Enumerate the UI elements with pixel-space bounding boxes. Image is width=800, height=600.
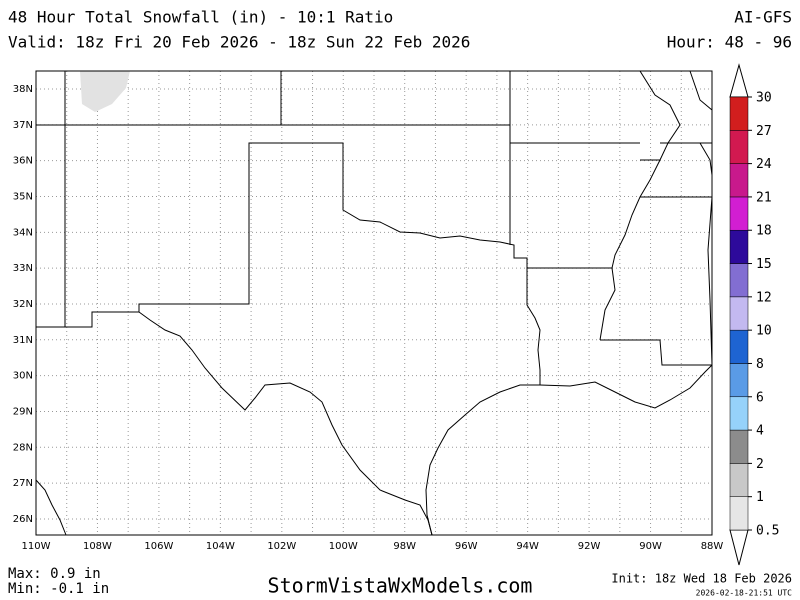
hour: Hour: 48 - 96 — [667, 33, 792, 52]
lat-label: 31N — [13, 335, 33, 346]
longitude-labels: 110W 108W 106W 104W 102W 100W 98W 96W 94W 92W 90W 8… — [22, 541, 724, 552]
model: AI-GFS — [734, 8, 792, 27]
colorbar-label: 21 — [756, 190, 772, 205]
title: 48 Hour Total Snowfall (in) - 10:1 Ratio — [8, 8, 393, 27]
snow-area — [80, 71, 130, 112]
colorbar-segment — [729, 196, 749, 231]
colorbar-label: 24 — [756, 157, 772, 172]
lon-label: 106W — [144, 541, 173, 552]
lon-label: 96W — [455, 541, 478, 552]
colorbar-segment — [729, 329, 749, 364]
lat-label: 29N — [13, 406, 33, 417]
site: StormVistaWxModels.com — [268, 574, 533, 598]
valid: Valid: 18z Fri 20 Feb 2026 - 18z Sun 22 … — [8, 33, 470, 52]
lat-label: 36N — [13, 156, 33, 167]
colorbar-segment — [729, 130, 749, 164]
lon-label: 88W — [701, 541, 724, 552]
lat-label: 33N — [13, 263, 33, 274]
colorbar-segment — [729, 363, 749, 398]
timestamp: 2026-02-18-21:51 UTC — [696, 589, 793, 598]
colorbar-label: 15 — [756, 257, 772, 272]
lon-label: 90W — [639, 541, 662, 552]
lat-label: 35N — [13, 191, 33, 202]
colorbar-bottom — [729, 529, 749, 566]
lat-label: 32N — [13, 299, 33, 310]
lon-label: 98W — [393, 541, 416, 552]
colorbar-segment — [729, 429, 749, 464]
colorbar-top — [729, 63, 749, 98]
init: Init: 18z Wed 18 Feb 2026 — [611, 572, 792, 586]
max-label: Max: 0.9 in — [8, 566, 101, 582]
lon-label: 104W — [206, 541, 235, 552]
lon-label: 108W — [83, 541, 112, 552]
min-label: Min: -0.1 in — [8, 581, 109, 597]
lon-label: 100W — [329, 541, 358, 552]
colorbar-label: 8 — [756, 357, 764, 372]
lon-label: 102W — [267, 541, 296, 552]
colorbar-segment — [729, 496, 749, 531]
colorbar-label: 4 — [756, 424, 764, 439]
colorbar-label: 10 — [756, 324, 772, 339]
colorbar-label: 30 — [756, 91, 772, 106]
colorbar-label: 1 — [756, 490, 764, 505]
lat-label: 27N — [13, 478, 33, 489]
lat-label: 28N — [13, 442, 33, 453]
latitude-labels: 38N 37N 36N 35N 34N 33N 32N 31N 30N 29N 28N 27N 26N — [13, 84, 33, 525]
lat-label: 34N — [13, 227, 33, 238]
colorbar-segment — [729, 96, 749, 131]
colorbar-label: 12 — [756, 290, 772, 305]
colorbar-label: 18 — [756, 224, 772, 239]
lat-label: 26N — [13, 514, 33, 525]
colorbar-segment — [729, 163, 749, 198]
colorbar-label: 27 — [756, 124, 772, 139]
colorbar-segment — [729, 229, 749, 264]
colorbar-label: 6 — [756, 390, 764, 405]
lon-label: 110W — [22, 541, 51, 552]
map-frame — [35, 70, 713, 536]
colorbar-segment — [729, 296, 749, 331]
colorbar-segment — [729, 263, 749, 298]
lat-label: 30N — [13, 371, 33, 382]
colorbar-segment — [729, 396, 749, 431]
lat-label: 37N — [13, 120, 33, 131]
graticule — [36, 71, 712, 535]
lon-label: 92W — [578, 541, 601, 552]
boundaries — [35, 70, 713, 536]
lat-label: 38N — [13, 84, 33, 95]
colorbar-label: 0.5 — [756, 524, 779, 539]
colorbar-segment — [729, 463, 749, 497]
colorbar-label: 2 — [756, 457, 764, 472]
lon-label: 94W — [516, 541, 539, 552]
